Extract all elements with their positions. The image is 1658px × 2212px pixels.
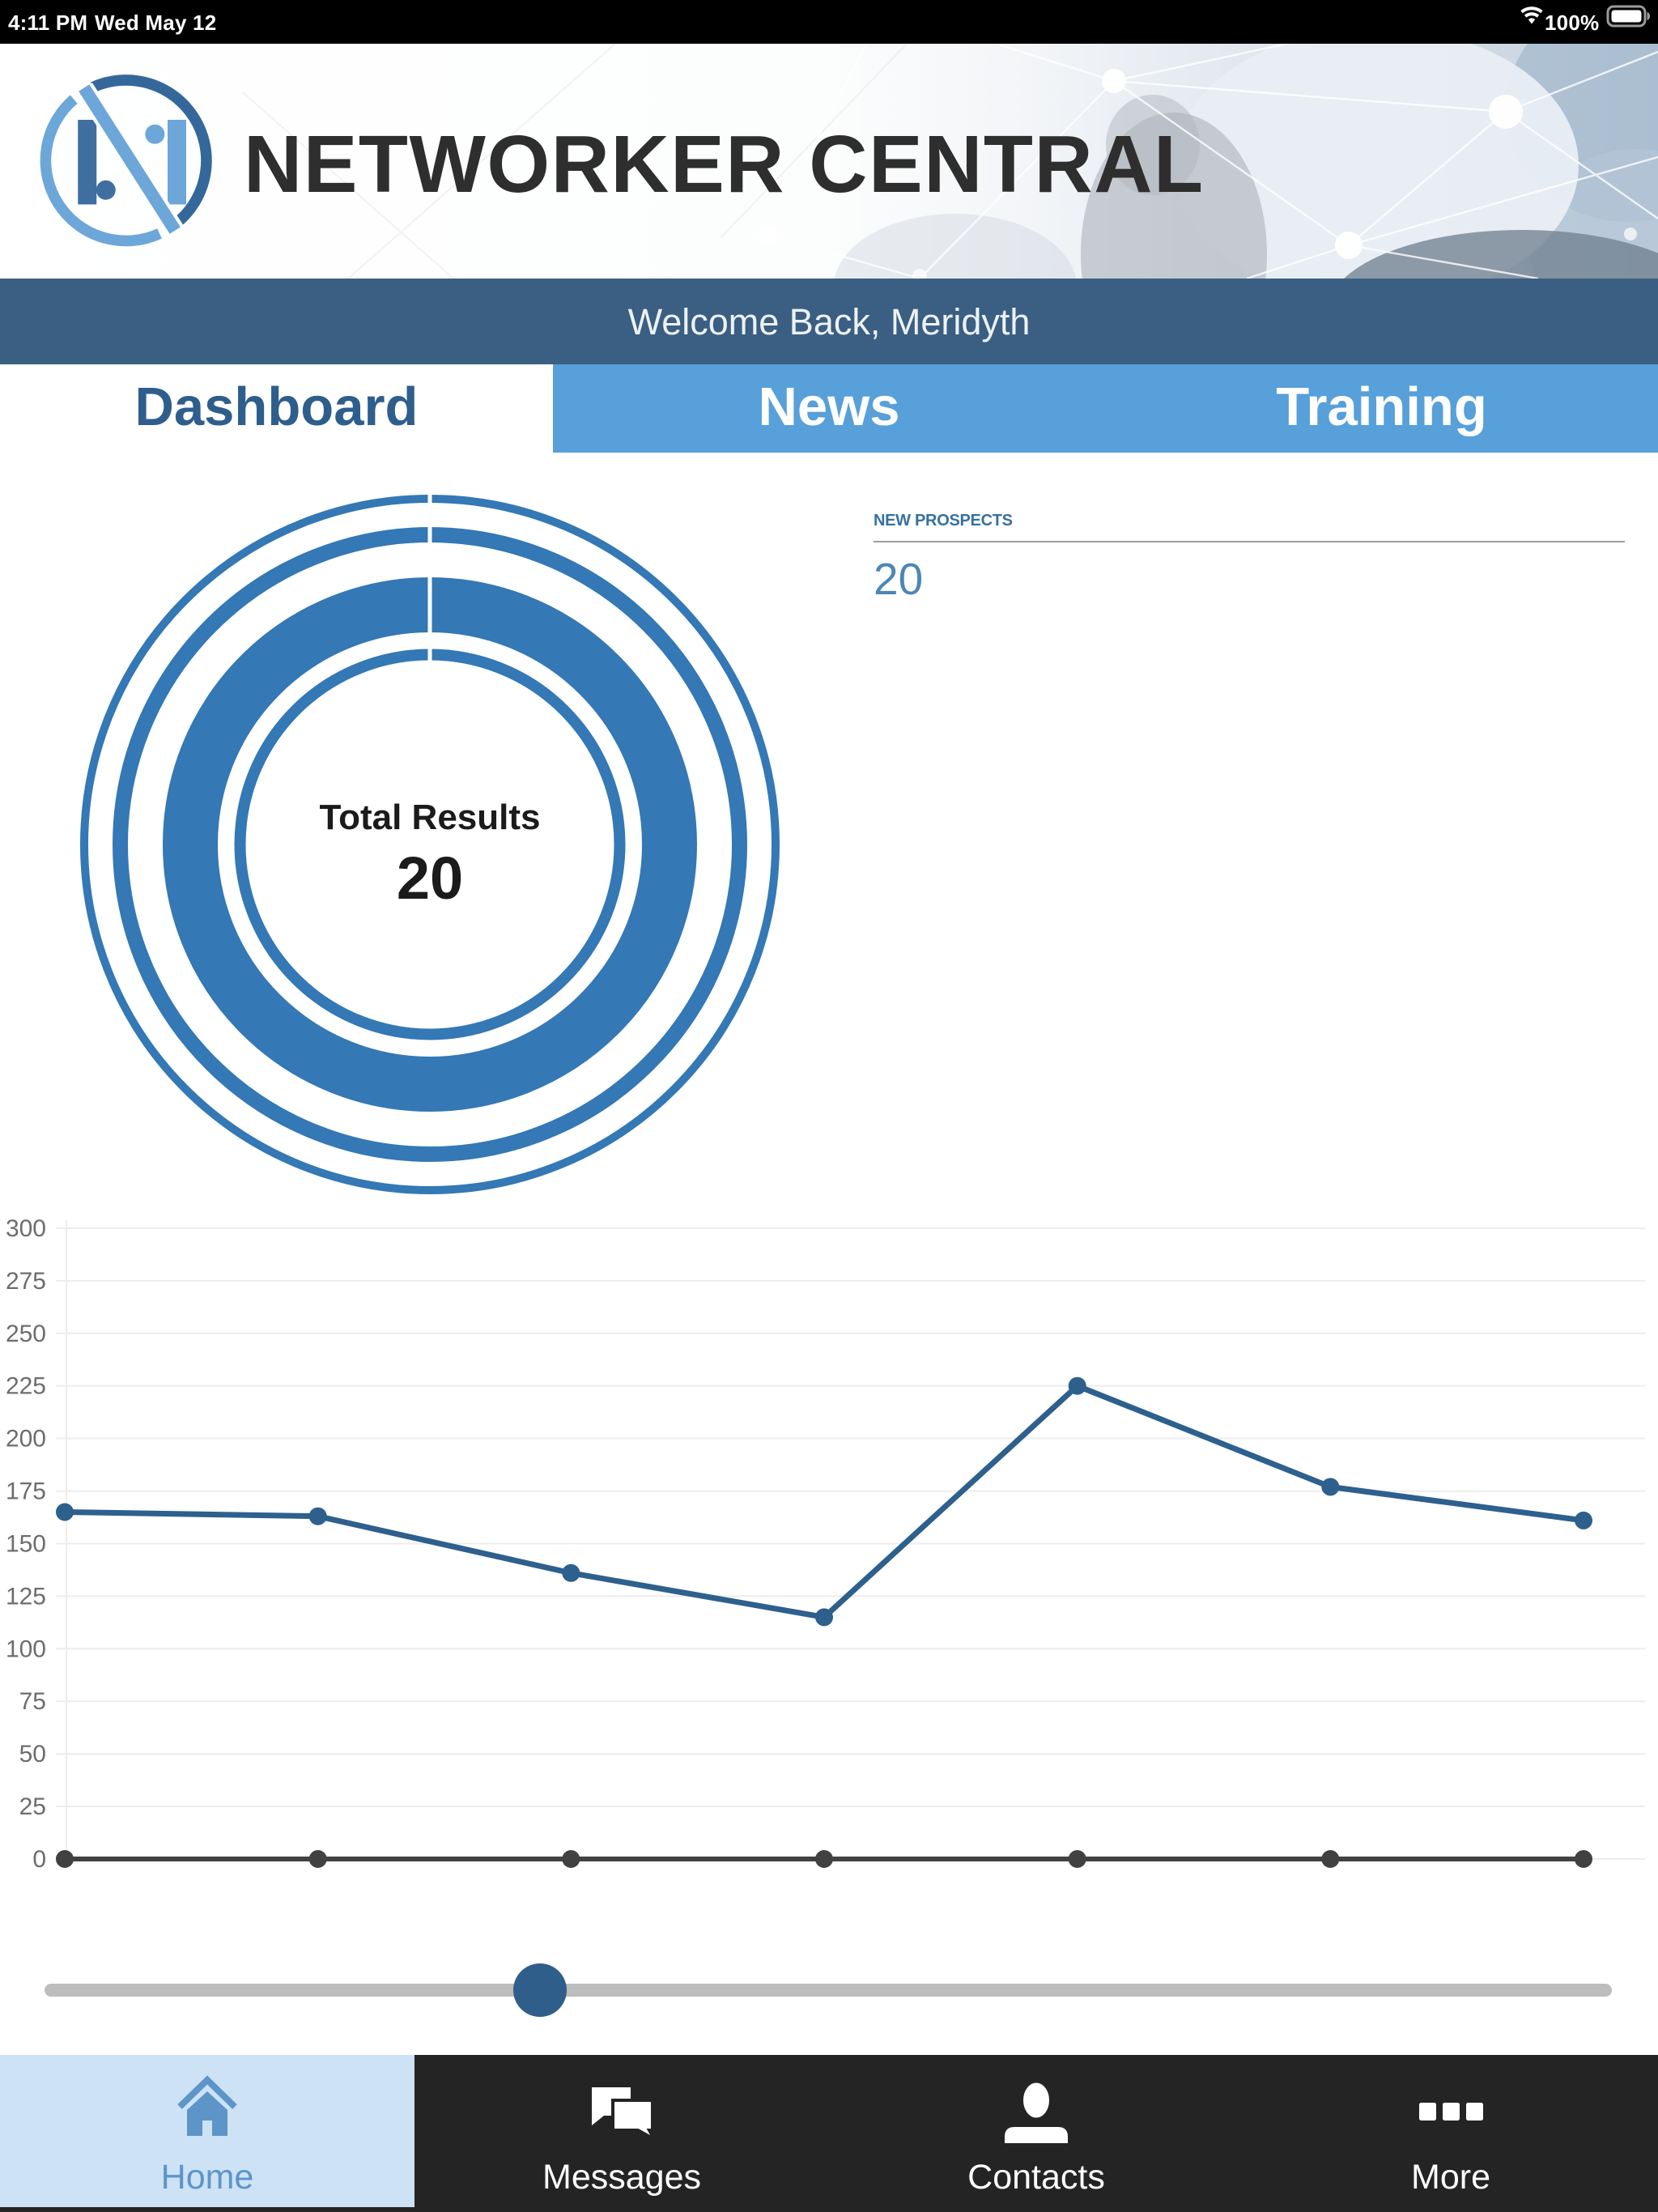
svg-text:75: 75 <box>19 1688 46 1715</box>
svg-text:25: 25 <box>19 1793 46 1820</box>
svg-text:Total Results: Total Results <box>319 798 540 837</box>
svg-text:100: 100 <box>6 1636 46 1662</box>
svg-text:200: 200 <box>6 1426 46 1453</box>
svg-text:125: 125 <box>6 1583 46 1610</box>
svg-text:0: 0 <box>32 1846 46 1873</box>
svg-text:225: 225 <box>6 1373 46 1400</box>
svg-text:50: 50 <box>19 1741 46 1767</box>
svg-text:175: 175 <box>6 1478 46 1505</box>
svg-text:150: 150 <box>6 1531 46 1558</box>
svg-text:20: 20 <box>397 844 463 912</box>
svg-text:300: 300 <box>6 1215 46 1242</box>
svg-text:275: 275 <box>6 1268 46 1295</box>
svg-text:250: 250 <box>6 1321 46 1347</box>
